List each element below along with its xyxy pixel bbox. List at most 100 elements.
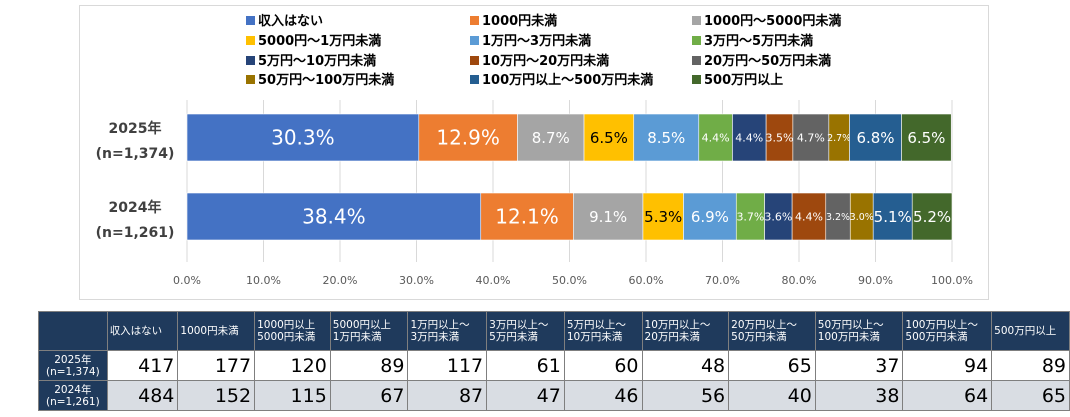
stacked-bar-chart: 収入はない 1000円未満 1000円～5000円未満 5000円～1万円未満 1万円～… xyxy=(96,13,973,287)
table-header-row: 収入はない 1000円未満 1000円以上 5000円未満 5000円以上 1万円未満 1万… xyxy=(38,311,1070,351)
table-cell: 484 xyxy=(106,380,179,411)
table-column-header: 10万円以上～ 20万円未満 xyxy=(641,311,730,351)
legend-label: 10万円～20万円未満 xyxy=(482,53,609,69)
table-column-header: 50万円以上～ 100万円未満 xyxy=(814,311,904,351)
legend-swatch xyxy=(470,56,479,65)
data-label: 6.5% xyxy=(590,129,628,147)
data-label: 4.4% xyxy=(702,131,730,144)
table-header-line: 1000円未満 xyxy=(180,325,239,337)
bar-segment xyxy=(642,192,684,241)
table-column-header: 1000円未満 xyxy=(177,311,256,351)
table-cell: 56 xyxy=(641,380,730,411)
x-tick-label: 100.0% xyxy=(931,274,973,287)
bar-segment xyxy=(901,113,952,162)
bar-segment xyxy=(683,192,737,241)
bar-segment xyxy=(573,192,644,241)
table-cell: 117 xyxy=(407,350,488,381)
table-cell: 89 xyxy=(991,350,1070,381)
table-cell: 65 xyxy=(728,350,816,381)
bar-segment xyxy=(792,113,830,162)
table-row: 2024年 (n=1,261) 484 152 115 67 87 47 46 56 40 38 64 6… xyxy=(38,380,1070,411)
legend-label: 20万円～50万円未満 xyxy=(704,53,831,69)
bar-segment xyxy=(698,113,733,162)
data-table: 収入はない 1000円未満 1000円以上 5000円未満 5000円以上 1万円未満 1万… xyxy=(38,311,1070,411)
table-header-line: 10万円未満 xyxy=(566,331,623,343)
table-column-header: 1000円以上 5000円未満 xyxy=(254,311,331,351)
bar-segment xyxy=(732,113,767,162)
bar-segment xyxy=(583,113,635,162)
bar-segment xyxy=(825,192,851,241)
legend-swatch xyxy=(246,16,255,25)
table-row-header: 2024年 (n=1,261) xyxy=(38,380,108,411)
data-label: 3.5% xyxy=(766,131,794,144)
legend-label: 100万円以上～500万円未満 xyxy=(482,72,653,88)
category-label: 2024年 xyxy=(109,199,162,216)
legend-swatch xyxy=(470,75,479,84)
table-header-line: 100万円未満 xyxy=(817,331,880,343)
bar-segment xyxy=(186,192,482,241)
table-header-line: 1000円以上 xyxy=(257,319,316,331)
category-label: (n=1,261) xyxy=(96,225,175,241)
x-tick-label: 60.0% xyxy=(629,274,664,287)
legend-swatch xyxy=(246,75,255,84)
category-label: (n=1,374) xyxy=(96,146,175,162)
x-tick-label: 40.0% xyxy=(476,274,511,287)
data-label: 3.0% xyxy=(850,212,874,223)
bar-segment xyxy=(418,113,518,162)
table-cell: 115 xyxy=(254,380,331,411)
table-cell: 47 xyxy=(486,380,565,411)
table-cell: 40 xyxy=(728,380,816,411)
bar-segment xyxy=(849,113,902,162)
table-cell: 64 xyxy=(902,380,993,411)
table-cell: 60 xyxy=(563,350,643,381)
bar-segment xyxy=(186,113,420,162)
bar-segment xyxy=(872,192,913,241)
data-label: 4.4% xyxy=(735,131,763,144)
table-row-header: 2025年 (n=1,374) xyxy=(38,350,108,381)
table-header-line: 50万円以上～ xyxy=(817,319,884,331)
table-cell: 152 xyxy=(177,380,256,411)
data-label: 12.9% xyxy=(436,126,500,150)
legend-label: 5万円～10万円未満 xyxy=(258,53,376,69)
legend-label: 500万円以上 xyxy=(704,73,783,88)
data-label: 5.2% xyxy=(913,208,951,226)
table-row-header-line: 2025年 xyxy=(54,353,92,366)
table-header-line: 10万円以上～ xyxy=(644,319,711,331)
data-label: 3.2% xyxy=(826,212,850,223)
data-label: 8.7% xyxy=(532,129,570,147)
legend-swatch xyxy=(470,36,479,45)
data-label: 5.3% xyxy=(644,208,682,226)
table-header-line: 20万円以上～ xyxy=(731,319,798,331)
data-label: 12.1% xyxy=(495,205,559,229)
table-header-line: 500万円未満 xyxy=(905,331,968,343)
table-cell: 61 xyxy=(486,350,565,381)
table-column-header: 20万円以上～ 50万円未満 xyxy=(728,311,816,351)
legend-label: 50万円～100万円未満 xyxy=(258,72,394,88)
x-tick-label: 70.0% xyxy=(705,274,740,287)
table-header-line: 3万円以上～ xyxy=(489,319,549,331)
bar-segment xyxy=(633,113,700,162)
table-header-line: 収入はない xyxy=(109,325,163,337)
table-cell: 37 xyxy=(814,350,904,381)
table-column-header: 収入はない xyxy=(106,311,179,351)
table-body: 2025年 (n=1,374) 417 177 120 89 117 61 60 48 65 37 94… xyxy=(38,350,1070,411)
x-tick-label: 90.0% xyxy=(858,274,893,287)
table-row-header-line: (n=1,261) xyxy=(45,395,100,408)
legend-swatch xyxy=(692,75,701,84)
legend-swatch xyxy=(470,16,479,25)
legend-label: 1000円未満 xyxy=(482,13,557,29)
table-column-header: 3万円以上～ 5万円未満 xyxy=(486,311,565,351)
bar-segment xyxy=(517,113,585,162)
table-corner-cell xyxy=(38,311,108,351)
x-tick-label: 30.0% xyxy=(399,274,434,287)
table-header-line: 5000円以上 xyxy=(332,319,392,331)
data-label: 2.7% xyxy=(827,133,851,144)
table-column-header: 5000円以上 1万円未満 xyxy=(329,311,409,351)
legend-swatch xyxy=(692,36,701,45)
table-cell: 46 xyxy=(563,380,643,411)
legend-label: 1万円～3万円未満 xyxy=(482,33,591,49)
table-header-line: 5000円未満 xyxy=(257,331,316,343)
legend-label: 収入はない xyxy=(258,14,323,29)
legend-label: 5000円～1万円未満 xyxy=(258,33,381,49)
table-header-line: 5万円以上～ xyxy=(566,319,627,331)
